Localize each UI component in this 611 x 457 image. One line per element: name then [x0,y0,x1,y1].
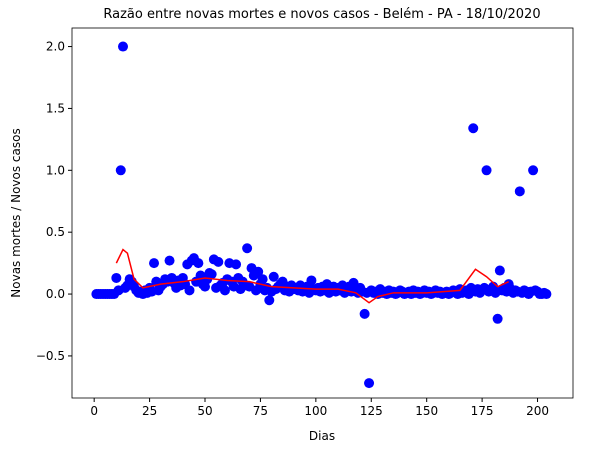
point [468,123,479,134]
point [164,255,175,266]
point [268,271,279,282]
point [231,259,242,270]
point [111,272,122,283]
x-tick-label: 175 [471,404,494,418]
chart-title: Razão entre novas mortes e novos casos -… [103,7,540,22]
point [253,266,264,277]
point [206,269,217,280]
y-tick-label: 0.5 [46,225,65,239]
point [528,165,539,176]
y-tick-label: 2.0 [46,40,65,54]
point [359,308,370,319]
point [213,256,224,267]
x-axis-label: Dias [309,429,335,443]
x-tick-label: 50 [197,404,212,418]
point [149,258,160,269]
x-tick-label: 75 [253,404,268,418]
point [481,165,492,176]
point [242,243,253,254]
x-tick-label: 0 [90,404,98,418]
point [257,274,268,285]
point [364,378,375,389]
y-axis-label: Novas mortes / Novos casos [9,128,23,297]
y-tick-label: −0.5 [36,349,65,363]
x-tick-label: 25 [142,404,157,418]
point [219,285,230,296]
line [115,248,510,304]
point [541,289,552,300]
y-tick-label: 0.0 [46,287,65,301]
point [193,258,204,269]
point [264,295,275,306]
point [117,41,128,52]
x-tick-label: 200 [526,404,549,418]
x-tick-label: 125 [360,404,383,418]
x-tick-label: 100 [304,404,327,418]
x-tick-label: 150 [415,404,438,418]
y-tick-label: 1.0 [46,163,65,177]
point [184,285,195,296]
point [514,186,525,197]
point [306,275,317,286]
point [494,265,505,276]
plot-frame [71,27,574,399]
point [492,313,503,324]
y-tick-label: 1.5 [46,101,65,115]
point [115,165,126,176]
